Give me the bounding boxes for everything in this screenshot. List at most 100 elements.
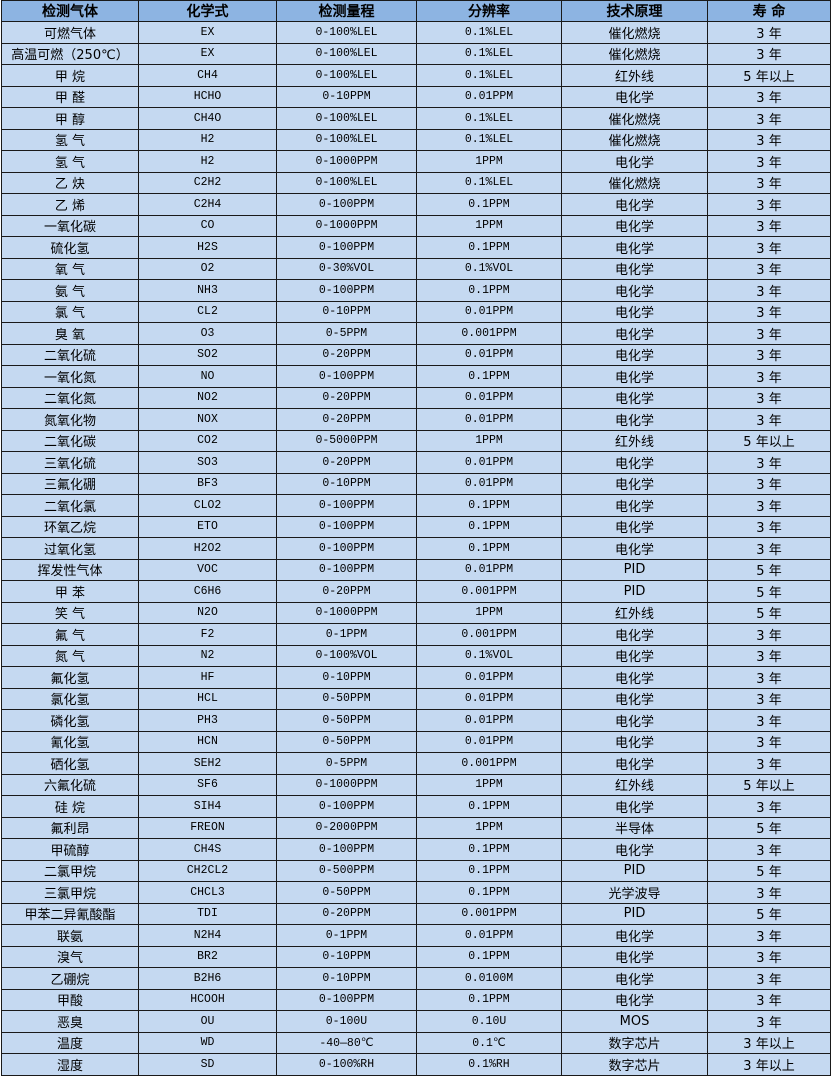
table-row: 乙 烯 C2H4 0-100PPM 0.1PPM 电化学 3 年 [1,193,831,216]
range-cell: 0-100PPM [276,279,417,302]
table-row: 氟利昂 FREON 0-2000PPM 1PPM 半导体 5 年 [1,816,831,839]
formula-cell: N2O [138,601,277,624]
formula-cell: H2O2 [138,537,277,560]
principle-cell: 催化燃烧 [561,107,708,130]
table-row: 硫化氢 H2S 0-100PPM 0.1PPM 电化学 3 年 [1,236,831,259]
principle-cell: 电化学 [561,795,708,818]
resolution-cell: 0.1%LEL [416,128,562,151]
resolution-cell: 0.1PPM [416,537,562,560]
range-cell: 0-20PPM [276,902,417,925]
gas-name-cell: 温度 [1,1031,139,1054]
principle-cell: 电化学 [561,945,708,968]
resolution-cell: 0.01PPM [416,85,562,108]
range-cell: 0-100%RH [276,1053,417,1076]
resolution-cell: 0.1%VOL [416,257,562,280]
range-cell: 0-100%LEL [276,21,417,44]
formula-cell: CO [138,214,277,237]
resolution-cell: 0.1PPM [416,988,562,1011]
principle-cell: 电化学 [561,472,708,495]
range-cell: 0-5PPM [276,752,417,775]
principle-cell: 红外线 [561,429,708,452]
formula-cell: C6H6 [138,580,277,603]
gas-name-cell: 硒化氢 [1,752,139,775]
principle-cell: 红外线 [561,64,708,87]
lifetime-cell: 3 年 [707,730,831,753]
resolution-cell: 0.1℃ [416,1031,562,1054]
lifetime-cell: 3 年 [707,236,831,259]
range-cell: 0-100PPM [276,838,417,861]
gas-name-cell: 二氯甲烷 [1,859,139,882]
range-cell: 0-30%VOL [276,257,417,280]
resolution-cell: 1PPM [416,150,562,173]
lifetime-cell: 3 年 [707,623,831,646]
range-cell: 0-1000PPM [276,601,417,624]
header-range: 检测量程 [276,0,417,22]
principle-cell: 电化学 [561,214,708,237]
resolution-cell: 0.01PPM [416,408,562,431]
range-cell: 0-100%LEL [276,64,417,87]
table-row: 氟 气 F2 0-1PPM 0.001PPM 电化学 3 年 [1,623,831,646]
principle-cell: 电化学 [561,752,708,775]
range-cell: 0-100PPM [276,537,417,560]
resolution-cell: 0.01PPM [416,709,562,732]
gas-name-cell: 氢 气 [1,128,139,151]
lifetime-cell: 3 年 [707,709,831,732]
gas-name-cell: 湿度 [1,1053,139,1076]
lifetime-cell: 5 年 [707,816,831,839]
lifetime-cell: 3 年 [707,150,831,173]
lifetime-cell: 3 年 [707,666,831,689]
resolution-cell: 0.1%LEL [416,42,562,65]
range-cell: 0-10PPM [276,666,417,689]
range-cell: 0-10PPM [276,300,417,323]
table-row: 一氧化碳 CO 0-1000PPM 1PPM 电化学 3 年 [1,214,831,237]
gas-name-cell: 过氧化氢 [1,537,139,560]
gas-name-cell: 挥发性气体 [1,558,139,581]
resolution-cell: 0.1%LEL [416,107,562,130]
lifetime-cell: 3 年 [707,257,831,280]
formula-cell: SIH4 [138,795,277,818]
principle-cell: 电化学 [561,365,708,388]
resolution-cell: 0.001PPM [416,752,562,775]
table-row: 硒化氢 SEH2 0-5PPM 0.001PPM 电化学 3 年 [1,752,831,775]
lifetime-cell: 5 年 [707,859,831,882]
formula-cell: CLO2 [138,494,277,517]
range-cell: 0-100%LEL [276,42,417,65]
resolution-cell: 0.01PPM [416,451,562,474]
formula-cell: SO3 [138,451,277,474]
table-row: 可燃气体 EX 0-100%LEL 0.1%LEL 催化燃烧 3 年 [1,21,831,44]
formula-cell: CH4S [138,838,277,861]
gas-name-cell: 硅 烷 [1,795,139,818]
principle-cell: 电化学 [561,988,708,1011]
resolution-cell: 0.1PPM [416,515,562,538]
range-cell: 0-100PPM [276,236,417,259]
range-cell: 0-20PPM [276,343,417,366]
range-cell: 0-50PPM [276,709,417,732]
lifetime-cell: 3 年 [707,515,831,538]
formula-cell: WD [138,1031,277,1054]
lifetime-cell: 3 年 [707,838,831,861]
principle-cell: 半导体 [561,816,708,839]
range-cell: 0-20PPM [276,386,417,409]
formula-cell: ETO [138,515,277,538]
resolution-cell: 0.1PPM [416,193,562,216]
header-principle: 技术原理 [561,0,708,22]
range-cell: 0-50PPM [276,687,417,710]
lifetime-cell: 3 年以上 [707,1031,831,1054]
resolution-cell: 0.01PPM [416,558,562,581]
resolution-cell: 0.01PPM [416,343,562,366]
formula-cell: SF6 [138,773,277,796]
resolution-cell: 0.1PPM [416,838,562,861]
range-cell: 0-1000PPM [276,773,417,796]
table-row: 笑 气 N2O 0-1000PPM 1PPM 红外线 5 年 [1,601,831,624]
range-cell: 0-100PPM [276,515,417,538]
range-cell: 0-10PPM [276,945,417,968]
formula-cell: BF3 [138,472,277,495]
resolution-cell: 0.0100M [416,967,562,990]
formula-cell: CO2 [138,429,277,452]
principle-cell: 电化学 [561,85,708,108]
lifetime-cell: 3 年 [707,1010,831,1033]
lifetime-cell: 3 年 [707,945,831,968]
resolution-cell: 0.01PPM [416,666,562,689]
table-row: 氢 气 H2 0-1000PPM 1PPM 电化学 3 年 [1,150,831,173]
formula-cell: EX [138,21,277,44]
